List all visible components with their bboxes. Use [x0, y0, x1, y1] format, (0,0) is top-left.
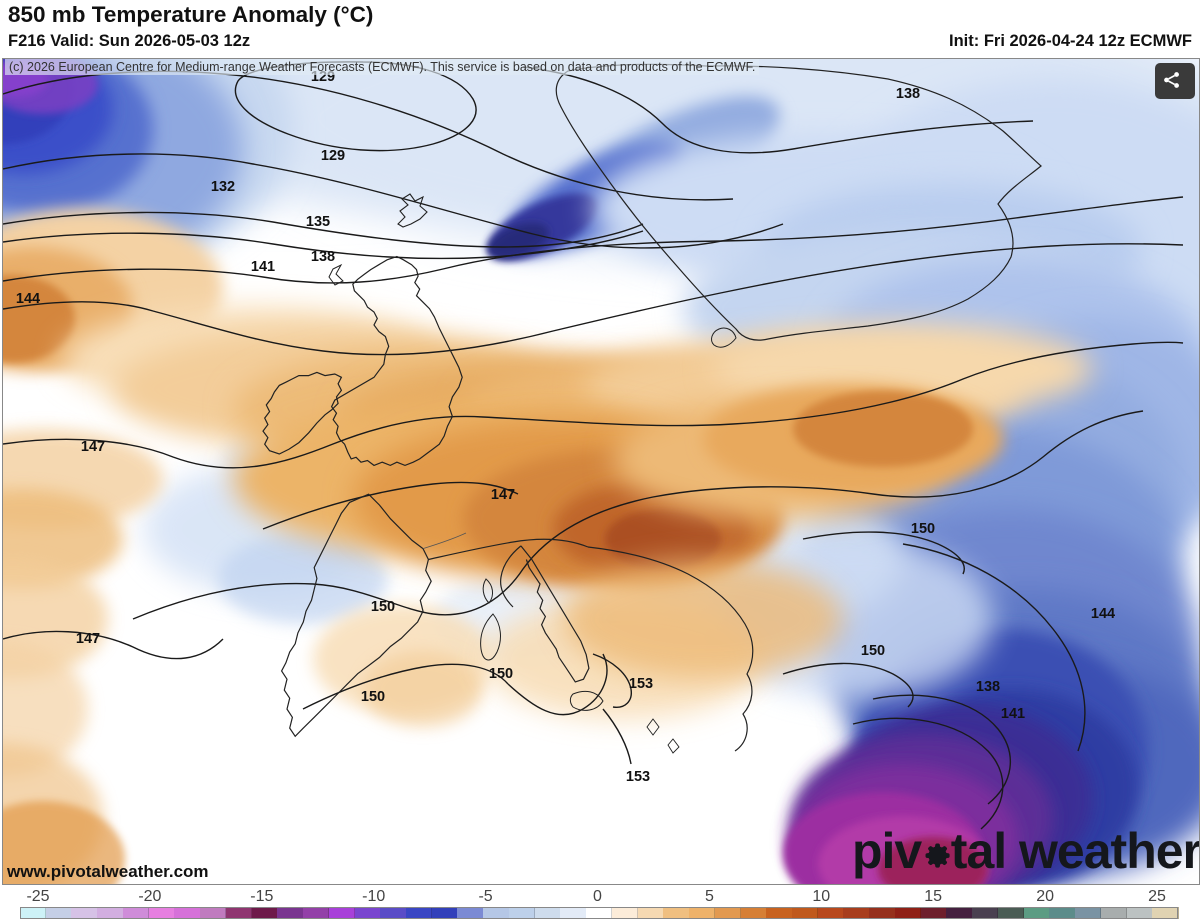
svg-text:153: 153	[629, 676, 653, 692]
svg-text:144: 144	[16, 291, 40, 307]
svg-text:150: 150	[911, 521, 935, 537]
svg-text:153: 153	[626, 769, 650, 785]
svg-text:129: 129	[321, 148, 345, 164]
svg-text:138: 138	[311, 249, 335, 265]
svg-text:138: 138	[976, 679, 1000, 695]
svg-text:135: 135	[306, 214, 330, 230]
svg-text:150: 150	[361, 689, 385, 705]
svg-text:144: 144	[1091, 606, 1115, 622]
svg-text:150: 150	[861, 643, 885, 659]
svg-text:150: 150	[489, 666, 513, 682]
svg-text:147: 147	[491, 487, 515, 503]
svg-text:132: 132	[211, 179, 235, 195]
svg-text:141: 141	[1001, 706, 1025, 722]
svg-text:147: 147	[76, 631, 100, 647]
svg-text:141: 141	[251, 259, 275, 275]
svg-text:147: 147	[81, 439, 105, 455]
